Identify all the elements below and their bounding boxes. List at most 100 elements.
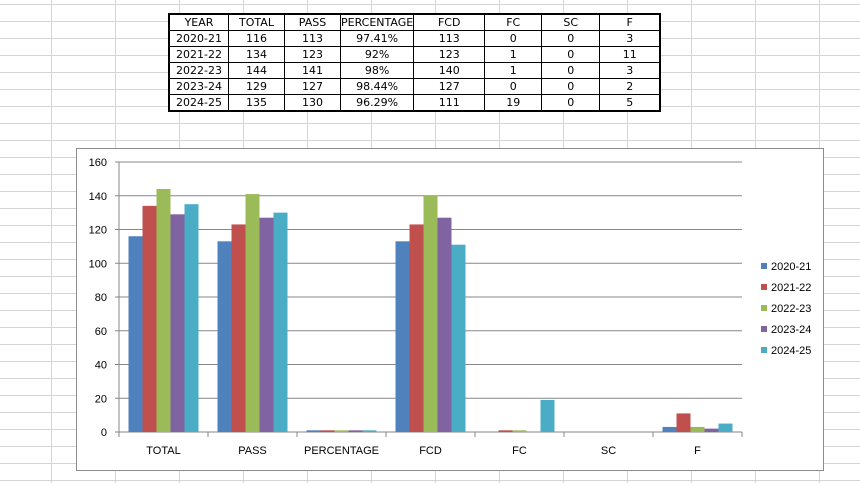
header-percentage: PERCENTAGE [339,13,415,31]
legend-label: 2023-24 [771,324,811,336]
cell-year: 2023-24 [168,78,229,95]
cell-fcd: 127 [413,78,486,95]
y-tick-label: 40 [95,360,107,372]
bar [362,430,377,432]
cell-f: 3 [599,62,661,79]
table-row: 2024-25 135 130 96.29% 111 19 0 5 [168,94,661,112]
y-tick-label: 0 [101,427,107,439]
bar [273,212,288,432]
cell-sc: 0 [541,78,601,95]
x-tick-label: PASS [238,445,267,457]
bar [245,194,260,432]
legend-label: 2024-25 [771,345,811,357]
cell-year: 2021-22 [168,46,229,63]
x-tick-label: FCD [419,445,442,457]
bar [217,241,232,432]
x-tick-label: PERCENTAGE [304,445,379,457]
cell-year: 2022-23 [168,62,229,79]
cell-sc: 0 [541,62,601,79]
table-row: 2023-24 129 127 98.44% 127 0 0 2 [168,78,661,95]
cell-percentage: 92% [339,46,415,63]
cell-total: 134 [228,46,285,63]
header-fc: FC [484,13,543,31]
y-tick-label: 160 [89,157,107,169]
bar [423,195,438,432]
cell-total: 135 [228,94,285,112]
bar [259,217,274,432]
bar [231,224,246,432]
cell-pass: 127 [284,78,341,95]
x-tick-label: TOTAL [146,445,180,457]
bar [676,413,691,432]
legend-swatch [761,263,767,269]
bar [395,241,410,432]
cell-f: 3 [599,30,661,47]
table-row: 2022-23 144 141 98% 140 1 0 3 [168,62,661,79]
header-year: YEAR [168,13,229,31]
bar [451,244,466,432]
bar [718,423,733,432]
table-row: 2020-21 116 113 97.41% 113 0 0 3 [168,30,661,47]
header-pass: PASS [284,13,341,31]
cell-fc: 0 [484,30,543,47]
bar [348,430,363,432]
bar [512,430,527,432]
cell-sc: 0 [541,94,601,112]
cell-pass: 113 [284,30,341,47]
bar [128,236,143,432]
cell-pass: 123 [284,46,341,63]
cell-total: 129 [228,78,285,95]
bar [662,426,677,432]
cell-percentage: 97.41% [339,30,415,47]
header-fcd: FCD [413,13,486,31]
cell-f: 11 [599,46,661,63]
y-tick-label: 140 [89,191,107,203]
y-tick-label: 60 [95,326,107,338]
header-sc: SC [541,13,601,31]
legend-swatch [761,305,767,311]
cell-percentage: 98.44% [339,78,415,95]
bar [334,430,349,432]
cell-total: 116 [228,30,285,47]
bar [320,430,335,432]
legend-swatch [761,347,767,353]
cell-total: 144 [228,62,285,79]
bar-chart: 0 20 40 60 80 100 120 140 160 TOTAL PASS PERCENTAGE… [89,157,812,457]
bar [437,217,452,432]
x-tick-label: F [694,445,701,457]
y-tick-label: 80 [95,292,107,304]
x-tick-label: SC [601,445,616,457]
cell-percentage: 96.29% [339,94,415,112]
cell-sc: 0 [541,46,601,63]
y-tick-label: 100 [89,258,107,270]
cell-year: 2024-25 [168,94,229,112]
bar [409,224,424,432]
cell-fcd: 113 [413,30,486,47]
bar [306,430,321,432]
legend-label: 2020-21 [771,261,811,273]
data-table: YEAR TOTAL PASS PERCENTAGE FCD FC SC F 2… [168,13,662,112]
bar [156,189,171,432]
legend-swatch [761,284,767,290]
bar [170,214,185,432]
bar [704,428,719,432]
cell-fc: 1 [484,46,543,63]
bar [690,426,705,432]
cell-f: 5 [599,94,661,112]
legend-label: 2022-23 [771,303,811,315]
cell-fc: 19 [484,94,543,112]
header-total: TOTAL [228,13,285,31]
cell-pass: 141 [284,62,341,79]
bar [498,430,513,432]
y-tick-label: 120 [89,225,107,237]
bar [540,399,555,432]
x-tick-label: FC [512,445,527,457]
cell-fcd: 123 [413,46,486,63]
cell-percentage: 98% [339,62,415,79]
table-header-row: YEAR TOTAL PASS PERCENTAGE FCD FC SC F [168,13,661,31]
table-row: 2021-22 134 123 92% 123 1 0 11 [168,46,661,63]
cell-fcd: 111 [413,94,486,112]
cell-year: 2020-21 [168,30,229,47]
cell-fc: 0 [484,78,543,95]
y-tick-label: 20 [95,393,107,405]
